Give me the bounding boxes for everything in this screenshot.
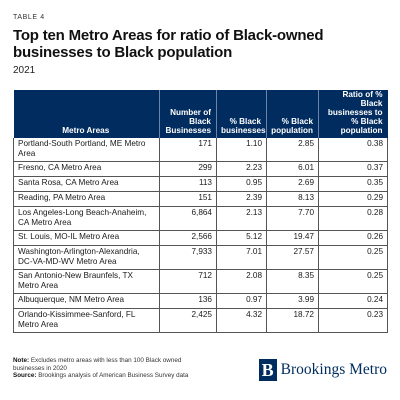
table-row: Albuquerque, NM Metro Area 136 0.97 3.99…	[13, 293, 388, 309]
cell-metro: Reading, PA Metro Area	[13, 191, 160, 207]
table-number: TABLE 4	[13, 14, 45, 21]
cell-count: 2,566	[159, 230, 217, 246]
cell-metro: St. Louis, MO-IL Metro Area	[13, 230, 160, 246]
table-year: 2021	[13, 65, 36, 76]
cell-pct-population: 6.01	[266, 161, 319, 177]
cell-pct-businesses: 2.08	[216, 269, 267, 294]
cell-pct-businesses: 2.13	[216, 206, 267, 231]
cell-ratio: 0.24	[318, 293, 388, 309]
table-header: Metro Areas Number of Black Businesses %…	[13, 90, 388, 138]
cell-metro: Orlando-Kissimmee-Sanford, FL Metro Area	[13, 308, 160, 333]
cell-pct-businesses: 0.95	[216, 176, 267, 192]
figure-footer: Note: Excludes metro areas with less tha…	[13, 357, 387, 381]
cell-pct-businesses: 5.12	[216, 230, 267, 246]
cell-ratio: 0.25	[318, 245, 388, 270]
cell-metro: San Antonio-New Braunfels, TX Metro Area	[13, 269, 160, 294]
source-text: Brookings analysis of American Business …	[38, 372, 189, 380]
cell-count: 136	[159, 293, 217, 309]
table-row: Fresno, CA Metro Area 299 2.23 6.01 0.37	[13, 161, 388, 177]
col-header-metro: Metro Areas	[13, 90, 160, 138]
cell-pct-population: 3.99	[266, 293, 319, 309]
source-label: Source:	[13, 372, 37, 380]
metro-ratio-table: Metro Areas Number of Black Businesses %…	[13, 90, 388, 333]
table-body: Portland-South Portland, ME Metro Area 1…	[13, 138, 388, 333]
cell-pct-population: 8.35	[266, 269, 319, 294]
cell-ratio: 0.26	[318, 230, 388, 246]
table-title: Top ten Metro Areas for ratio of Black-o…	[13, 27, 324, 61]
col-header-count: Number of Black Businesses	[159, 90, 217, 138]
cell-ratio: 0.23	[318, 308, 388, 333]
table-row: Santa Rosa, CA Metro Area 113 0.95 2.69 …	[13, 176, 388, 192]
col-header-pct-population: % Black population	[266, 90, 319, 138]
cell-metro: Santa Rosa, CA Metro Area	[13, 176, 160, 192]
cell-count: 171	[159, 138, 217, 162]
cell-ratio: 0.38	[318, 138, 388, 162]
note-label: Note:	[13, 357, 30, 364]
cell-pct-businesses: 0.97	[216, 293, 267, 309]
table-row: Portland-South Portland, ME Metro Area 1…	[13, 138, 388, 162]
note-block: Note: Excludes metro areas with less tha…	[13, 357, 213, 380]
table-row: Orlando-Kissimmee-Sanford, FL Metro Area…	[13, 308, 388, 333]
cell-ratio: 0.37	[318, 161, 388, 177]
col-header-ratio: Ratio of % Black businesses to % Black p…	[318, 90, 388, 138]
cell-count: 113	[159, 176, 217, 192]
cell-ratio: 0.28	[318, 206, 388, 231]
cell-pct-population: 19.47	[266, 230, 319, 246]
cell-metro: Los Angeles-Long Beach-Anaheim, CA Metro…	[13, 206, 160, 231]
table-row: Reading, PA Metro Area 151 2.39 8.13 0.2…	[13, 191, 388, 207]
report-table-figure: TABLE 4 Top ten Metro Areas for ratio of…	[13, 12, 388, 333]
cell-pct-businesses: 4.32	[216, 308, 267, 333]
col-header-pct-businesses: % Black businesses	[216, 90, 267, 138]
cell-ratio: 0.29	[318, 191, 388, 207]
cell-pct-population: 7.70	[266, 206, 319, 231]
cell-pct-population: 18.72	[266, 308, 319, 333]
cell-pct-population: 8.13	[266, 191, 319, 207]
table-row: Los Angeles-Long Beach-Anaheim, CA Metro…	[13, 206, 388, 231]
cell-pct-businesses: 1.10	[216, 138, 267, 162]
table-row: St. Louis, MO-IL Metro Area 2,566 5.12 1…	[13, 230, 388, 246]
cell-count: 151	[159, 191, 217, 207]
cell-pct-population: 27.57	[266, 245, 319, 270]
cell-pct-population: 2.69	[266, 176, 319, 192]
brookings-metro-logo: B Brookings Metro	[258, 359, 387, 381]
cell-metro: Washington-Arlington-Alexandria, DC-VA-M…	[13, 245, 160, 270]
table-row: Washington-Arlington-Alexandria, DC-VA-M…	[13, 245, 388, 270]
cell-pct-businesses: 7.01	[216, 245, 267, 270]
header-row: Metro Areas Number of Black Businesses %…	[13, 90, 388, 138]
cell-metro: Portland-South Portland, ME Metro Area	[13, 138, 160, 162]
cell-pct-businesses: 2.23	[216, 161, 267, 177]
cell-pct-population: 2.85	[266, 138, 319, 162]
cell-ratio: 0.35	[318, 176, 388, 192]
table-row: San Antonio-New Braunfels, TX Metro Area…	[13, 269, 388, 294]
cell-count: 712	[159, 269, 217, 294]
note-text: Excludes metro areas with less than 100 …	[13, 357, 182, 372]
cell-metro: Albuquerque, NM Metro Area	[13, 293, 160, 309]
cell-count: 7,933	[159, 245, 217, 270]
cell-count: 2,425	[159, 308, 217, 333]
brookings-b-icon: B	[258, 359, 277, 381]
cell-metro: Fresno, CA Metro Area	[13, 161, 160, 177]
cell-count: 6,864	[159, 206, 217, 231]
cell-count: 299	[159, 161, 217, 177]
brand-name: Brookings Metro	[280, 361, 387, 378]
cell-pct-businesses: 2.39	[216, 191, 267, 207]
cell-ratio: 0.25	[318, 269, 388, 294]
